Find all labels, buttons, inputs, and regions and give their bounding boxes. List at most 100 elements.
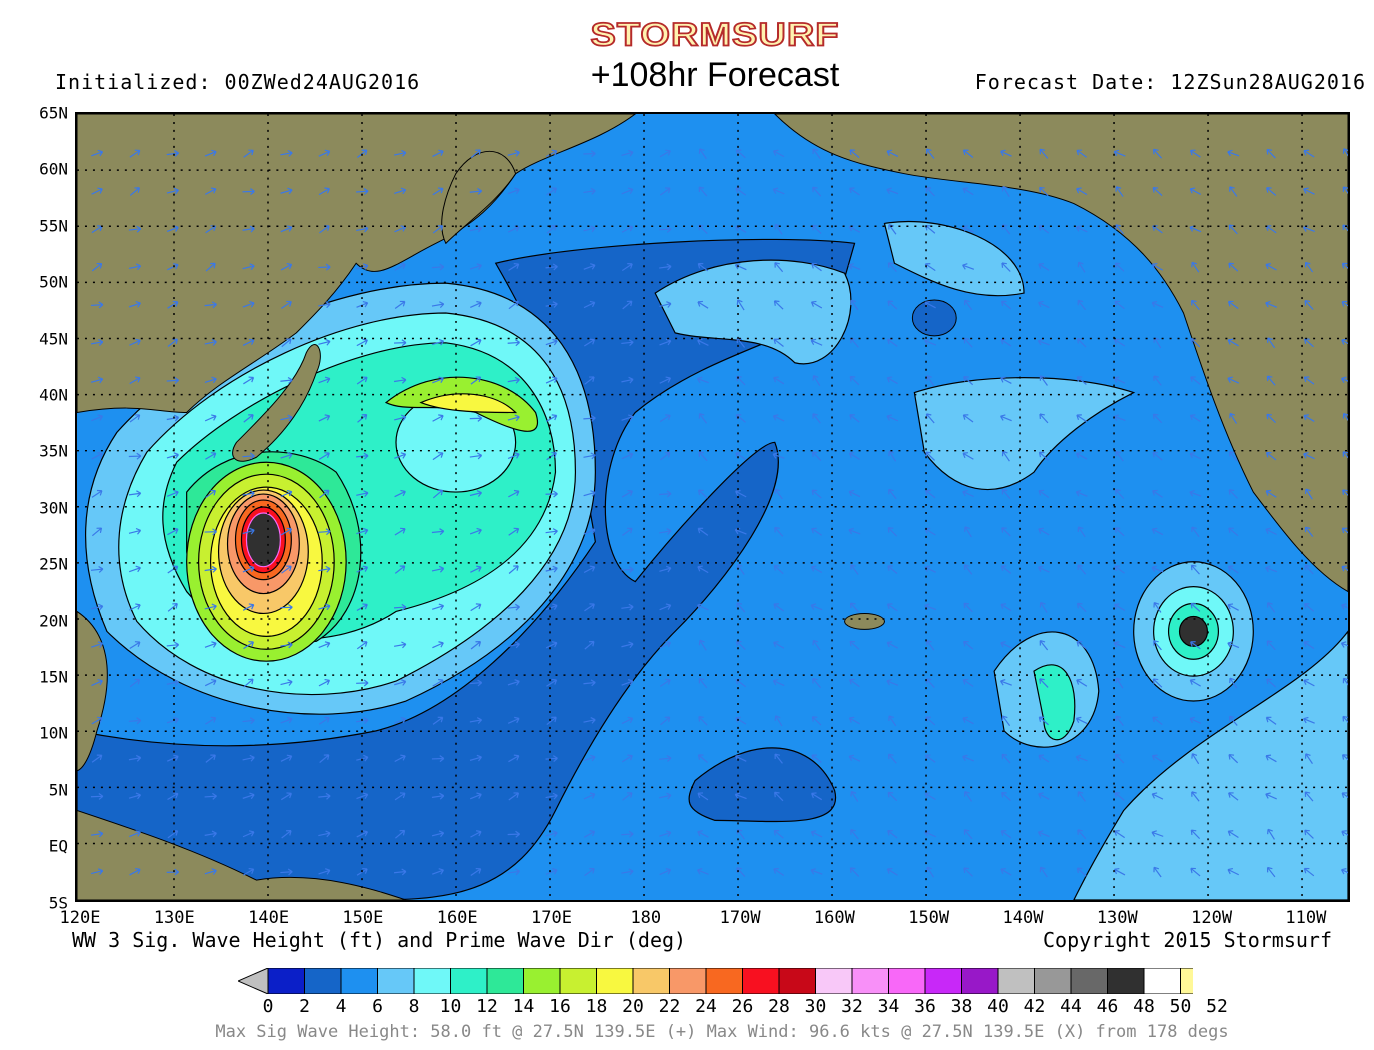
wave-direction-arrow — [659, 490, 672, 498]
lat-label: 45N — [39, 329, 68, 349]
colorbar-swatch — [997, 968, 1035, 994]
wave-direction-arrow — [1039, 375, 1048, 386]
wave-direction-arrow — [849, 678, 860, 688]
wave-direction-arrow — [243, 678, 254, 688]
wave-direction-arrow — [659, 528, 672, 535]
wave-direction-arrow — [91, 376, 104, 384]
wave-direction-arrow — [431, 830, 445, 838]
wave-direction-arrow — [583, 150, 596, 158]
wave-direction-arrow — [507, 339, 520, 347]
wave-direction-arrow — [356, 338, 368, 347]
wave-direction-arrow — [963, 564, 973, 575]
wave-direction-arrow — [469, 187, 483, 195]
wave-direction-arrow — [621, 414, 634, 422]
wave-direction-arrow — [697, 262, 709, 272]
wave-direction-arrow — [129, 867, 141, 876]
wave-direction-arrow — [432, 452, 444, 461]
wave-direction-arrow — [584, 867, 595, 877]
wave-direction-arrow — [697, 489, 708, 499]
wave-direction-arrow — [1151, 565, 1164, 573]
wave-direction-arrow — [394, 565, 406, 574]
wave-direction-arrow — [772, 414, 785, 422]
wave-direction-arrow — [772, 149, 785, 158]
wave-direction-arrow — [470, 149, 481, 159]
wave-direction-arrow — [1076, 149, 1088, 158]
wave-direction-arrow — [242, 452, 255, 460]
wave-direction-arrow — [318, 641, 331, 649]
wave-direction-arrow — [1265, 527, 1277, 536]
wave-direction-arrow — [281, 300, 292, 309]
wave-direction-arrow — [774, 262, 784, 273]
wave-direction-arrow — [545, 603, 558, 611]
wave-direction-arrow — [242, 527, 255, 535]
wave-direction-arrow — [583, 452, 596, 460]
wave-direction-arrow — [772, 187, 785, 195]
colorbar-label: 2 — [299, 996, 310, 1017]
wave-direction-arrow — [393, 641, 407, 649]
lat-label: 50N — [39, 272, 68, 292]
wave-direction-arrow — [280, 754, 293, 762]
wave-direction-arrow — [129, 414, 141, 423]
wave-direction-arrow — [545, 755, 558, 763]
wave-direction-arrow — [1153, 375, 1162, 386]
wave-direction-arrow — [1039, 186, 1049, 197]
wave-direction-arrow — [243, 414, 254, 423]
wave-direction-arrow — [395, 829, 406, 839]
wave-direction-arrow — [508, 792, 520, 801]
colorbar-label: 6 — [372, 996, 383, 1017]
wave-direction-arrow — [508, 754, 520, 763]
wave-direction-arrow — [318, 565, 331, 573]
wave-direction-arrow — [546, 452, 557, 461]
wave-direction-arrow — [204, 565, 217, 573]
wave-direction-arrow — [1265, 451, 1277, 461]
wave-direction-arrow — [810, 300, 823, 309]
wave-direction-arrow — [318, 187, 330, 196]
wave-direction-arrow — [1304, 791, 1314, 802]
wave-direction-arrow — [432, 149, 444, 157]
wave-direction-arrow — [773, 300, 784, 310]
wave-direction-arrow — [849, 867, 860, 877]
wave-direction-arrow — [849, 640, 860, 650]
wave-direction-arrow — [773, 641, 785, 649]
wave-direction-arrow — [545, 641, 558, 649]
wave-direction-arrow — [1152, 187, 1163, 197]
wave-direction-arrow — [1228, 792, 1239, 801]
wave-direction-arrow — [394, 792, 406, 801]
wave-direction-arrow — [508, 527, 520, 536]
wave-direction-arrow — [1077, 791, 1086, 802]
wave-direction-arrow — [622, 527, 633, 536]
lat-label: 5N — [48, 780, 68, 800]
wave-direction-arrow — [698, 413, 708, 424]
wave-direction-arrow — [1303, 678, 1315, 687]
wave-direction-arrow — [356, 527, 369, 535]
wave-direction-arrow — [545, 868, 558, 875]
wave-direction-arrow — [1265, 716, 1277, 725]
lat-label: 60N — [39, 159, 68, 179]
wave-direction-arrow — [772, 452, 785, 459]
colorbar-label: 18 — [585, 996, 608, 1017]
wave-direction-arrow — [1342, 715, 1348, 726]
wave-direction-arrow — [356, 490, 369, 497]
lon-label: 180 — [630, 908, 662, 928]
wave-direction-arrow — [774, 753, 783, 764]
wave-direction-arrow — [394, 414, 407, 422]
wave-direction-arrow — [1075, 489, 1088, 497]
initialized-time: Initialized: 00ZWed24AUG2016 — [55, 70, 421, 94]
wave-direction-arrow — [774, 715, 783, 727]
wave-direction-arrow — [1115, 186, 1124, 197]
contour-region-6-8ft — [1073, 630, 1348, 900]
wave-direction-arrow — [1227, 376, 1240, 384]
wave-direction-arrow — [621, 641, 634, 649]
wave-direction-arrow — [243, 641, 254, 650]
wave-direction-arrow — [773, 867, 785, 876]
wave-direction-arrow — [167, 792, 179, 801]
wave-direction-arrow — [621, 868, 634, 876]
wave-direction-arrow — [1190, 867, 1201, 877]
wave-direction-arrow — [546, 716, 557, 726]
wave-direction-arrow — [1115, 450, 1124, 462]
wave-direction-arrow — [280, 225, 293, 233]
wave-direction-arrow — [166, 452, 179, 459]
wave-direction-arrow — [1151, 830, 1164, 837]
wave-direction-arrow — [545, 376, 558, 384]
wave-direction-arrow — [394, 489, 406, 498]
